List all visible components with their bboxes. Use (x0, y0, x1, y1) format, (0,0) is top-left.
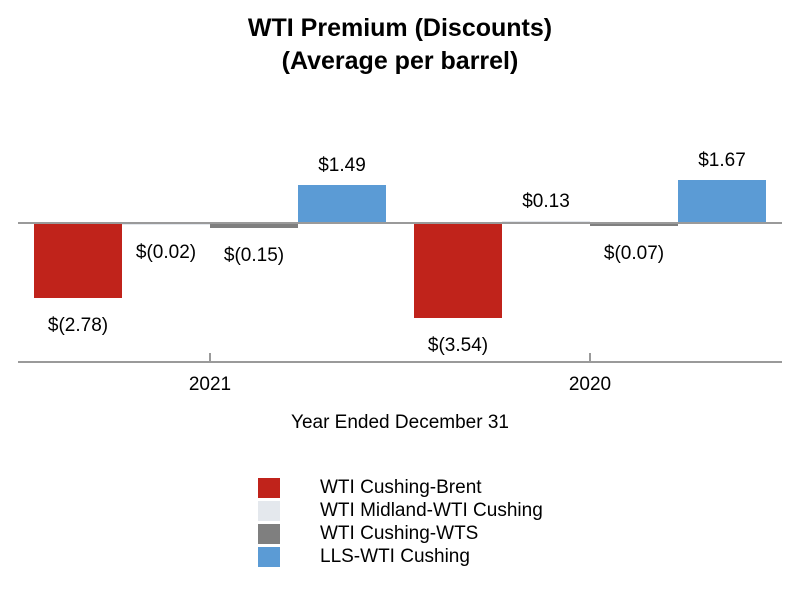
x-axis-category-2020: 2020 (568, 374, 612, 395)
bar-lls-wti-cushing-2020 (678, 180, 766, 224)
x-axis-category-2021: 2021 (188, 374, 232, 395)
chart-title-line2: (Average per barrel) (281, 47, 519, 75)
bar-value-label-wti-cushing-brent-2020: $(3.54) (427, 335, 489, 356)
bar-wti-cushing-brent-2021 (34, 224, 122, 298)
legend-label-wti-midland-wti-cushing: WTI Midland-WTI Cushing (320, 500, 543, 521)
chart-title-line1: WTI Premium (Discounts) (247, 14, 553, 42)
x-axis-line (18, 361, 782, 363)
bar-value-label-wti-midland-wti-cushing-2020: $0.13 (522, 191, 570, 212)
bar-value-label-wti-cushing-wts-2021: $(0.15) (223, 245, 285, 266)
x-axis-title: Year Ended December 31 (291, 412, 509, 433)
x-axis-tick-2020 (589, 353, 591, 363)
bar-wti-midland-wti-cushing-2021 (122, 224, 210, 225)
x-axis-tick-2021 (209, 353, 211, 363)
legend-item-wti-cushing-brent: WTI Cushing-Brent (258, 476, 543, 499)
legend-swatch-wti-midland-wti-cushing (258, 500, 280, 521)
bar-value-label-lls-wti-cushing-2020: $1.67 (698, 150, 746, 171)
bar-value-label-wti-cushing-brent-2021: $(2.78) (47, 315, 109, 336)
bar-value-label-wti-cushing-wts-2020: $(0.07) (603, 243, 665, 264)
legend-swatch-wti-cushing-wts (258, 523, 280, 544)
bar-wti-cushing-wts-2020 (590, 224, 678, 226)
chart-title: WTI Premium (Discounts) (Average per bar… (0, 12, 800, 78)
legend-item-lls-wti-cushing: LLS-WTI Cushing (258, 545, 543, 568)
bar-wti-cushing-brent-2020 (414, 224, 502, 318)
legend-label-wti-cushing-brent: WTI Cushing-Brent (320, 477, 482, 498)
legend-swatch-lls-wti-cushing (258, 546, 280, 567)
legend-label-wti-cushing-wts: WTI Cushing-WTS (320, 523, 479, 544)
bar-value-label-wti-midland-wti-cushing-2021: $(0.02) (135, 242, 197, 263)
bar-value-label-lls-wti-cushing-2021: $1.49 (318, 155, 366, 176)
legend-item-wti-midland-wti-cushing: WTI Midland-WTI Cushing (258, 499, 543, 522)
legend: WTI Cushing-Brent WTI Midland-WTI Cushing… (258, 476, 543, 568)
legend-item-wti-cushing-wts: WTI Cushing-WTS (258, 522, 543, 545)
bar-wti-cushing-wts-2021 (210, 224, 298, 228)
bar-lls-wti-cushing-2021 (298, 185, 386, 224)
legend-label-lls-wti-cushing: LLS-WTI Cushing (320, 546, 470, 567)
zero-baseline (18, 222, 782, 224)
legend-swatch-wti-cushing-brent (258, 477, 280, 498)
